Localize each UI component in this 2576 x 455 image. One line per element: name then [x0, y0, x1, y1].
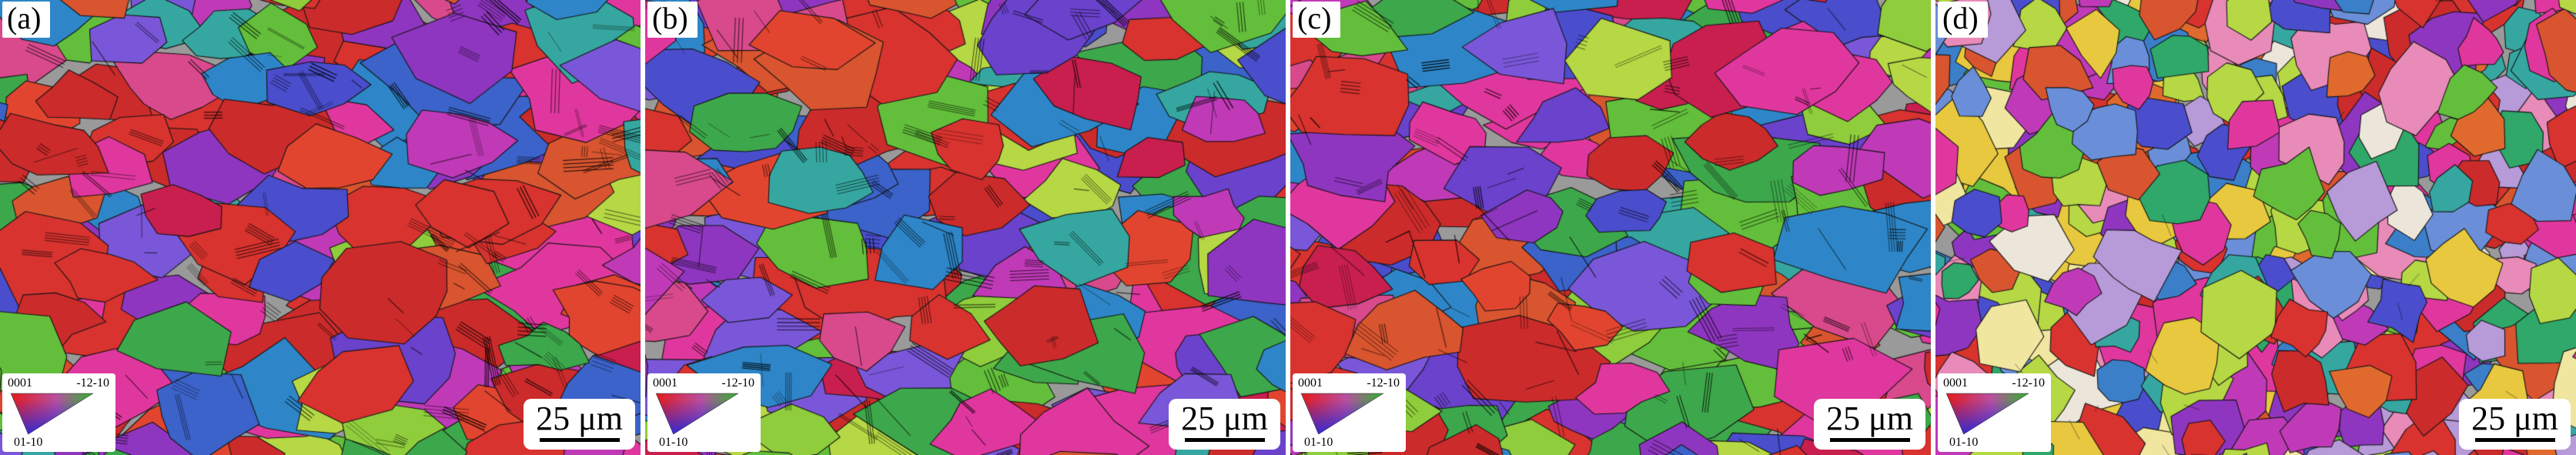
panel-b: (b) 0001 -12-10 01-10 25 μm [645, 0, 1286, 455]
legend-neg12-10-label: -12-10 [721, 376, 754, 390]
scale-bar-line [2474, 438, 2555, 442]
legend-top-labels: 0001 -12-10 [1943, 377, 2045, 390]
legend-neg12-10-label: -12-10 [76, 376, 109, 390]
legend-neg12-10-label: -12-10 [1367, 376, 1400, 390]
legend-neg12-10-label: -12-10 [2012, 376, 2045, 390]
scale-bar-b: 25 μm [1169, 398, 1280, 450]
scale-bar-line [1829, 438, 1910, 442]
scale-bar-label: 25 μm [2471, 399, 2558, 437]
panel-c: (c) 0001 -12-10 01-10 25 μm [1290, 0, 1931, 455]
legend-top-labels: 0001 -12-10 [653, 377, 754, 390]
scale-bar-line [1184, 438, 1265, 442]
panel-d: (d) 0001 -12-10 01-10 25 μm [1935, 0, 2576, 455]
scale-bar-line [539, 438, 620, 442]
ipf-triangle-icon [1300, 393, 1384, 435]
scale-bar-a: 25 μm [524, 398, 635, 450]
ipf-triangle-icon [1945, 393, 2029, 435]
legend-0001-label: 0001 [8, 376, 32, 390]
legend-0001-label: 0001 [653, 376, 677, 390]
legend-0001-label: 0001 [1298, 376, 1323, 390]
legend-0001-label: 0001 [1943, 376, 1968, 390]
legend-top-labels: 0001 -12-10 [1298, 377, 1400, 390]
ipf-triangle-icon [655, 393, 739, 435]
panel-label-b: (b) [647, 2, 698, 38]
ipf-color-key-b: 0001 -12-10 01-10 [647, 373, 761, 452]
ipf-color-key-a: 0001 -12-10 01-10 [2, 373, 115, 452]
ipf-color-key-d: 0001 -12-10 01-10 [1938, 373, 2051, 452]
scale-bar-d: 25 μm [2459, 398, 2571, 450]
panel-label-c: (c) [1293, 2, 1341, 38]
scale-bar-c: 25 μm [1814, 398, 1925, 450]
scale-bar-label: 25 μm [536, 399, 623, 437]
ipf-color-key-c: 0001 -12-10 01-10 [1293, 373, 1406, 452]
panel-label-a: (a) [2, 2, 51, 38]
legend-01-10-label: 01-10 [14, 436, 43, 449]
panel-a: (a) 0001 -12-10 01-10 2 [0, 0, 641, 455]
legend-01-10-label: 01-10 [1949, 436, 1979, 449]
ipf-triangle-icon [10, 393, 94, 435]
legend-top-labels: 0001 -12-10 [8, 377, 109, 390]
scale-bar-label: 25 μm [1826, 399, 1913, 437]
legend-01-10-label: 01-10 [659, 436, 688, 449]
scale-bar-label: 25 μm [1181, 399, 1268, 437]
legend-01-10-label: 01-10 [1304, 436, 1333, 449]
panel-label-d: (d) [1938, 2, 1988, 38]
